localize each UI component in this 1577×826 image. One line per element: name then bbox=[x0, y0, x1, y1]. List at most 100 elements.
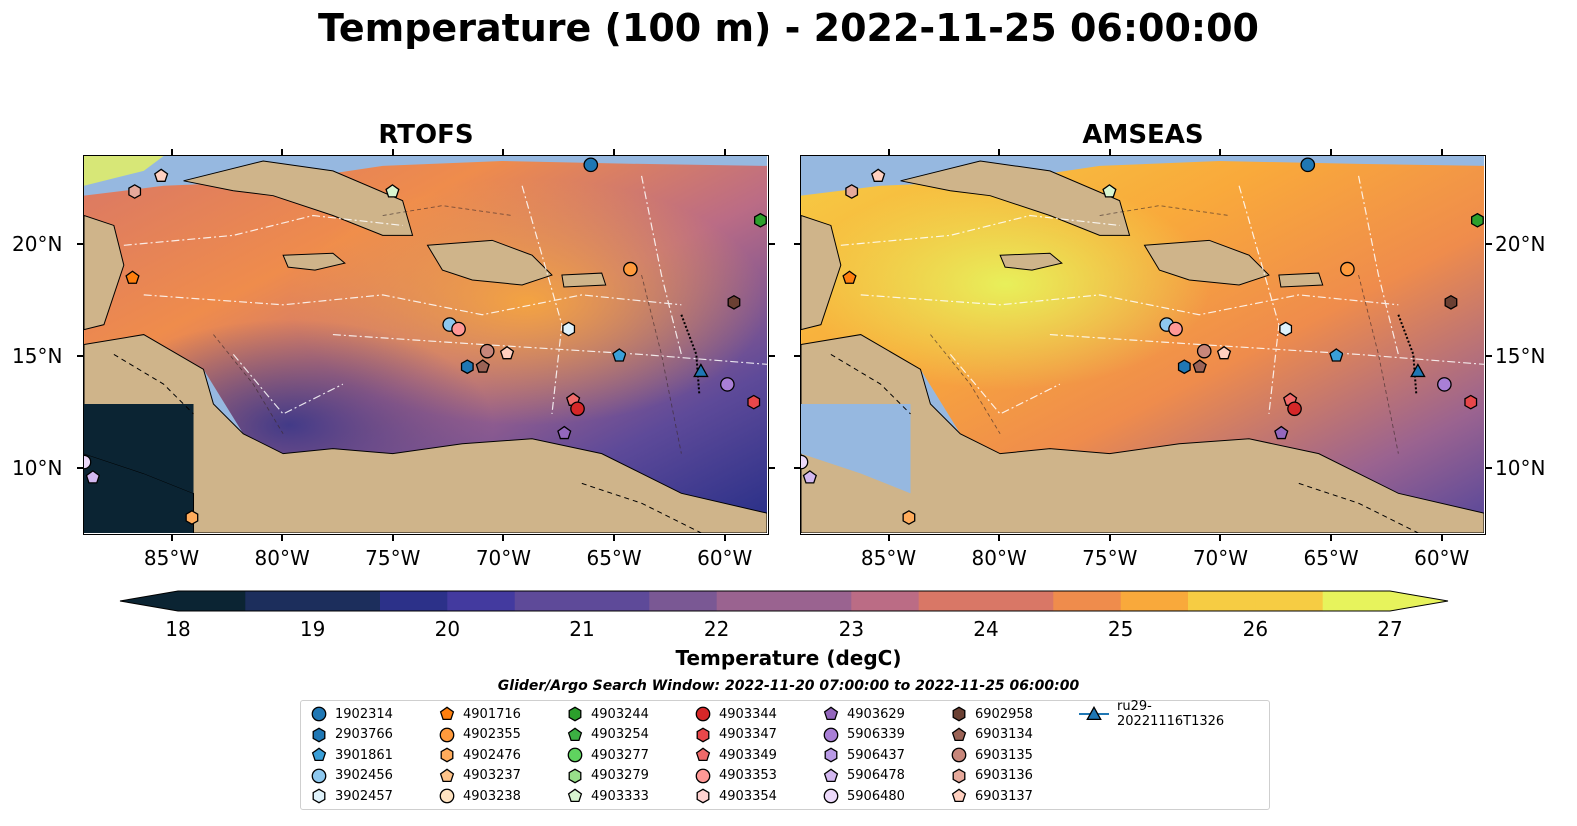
legend-marker-icon bbox=[952, 706, 966, 722]
colorbar-bin bbox=[716, 591, 785, 611]
legend-marker-icon bbox=[312, 727, 326, 742]
float-marker-6903137 bbox=[871, 168, 886, 182]
yucatan-land bbox=[84, 215, 125, 331]
lon-tick-label: 60°W bbox=[697, 546, 753, 570]
float-marker-6903137 bbox=[154, 168, 169, 182]
float-marker-6903134 bbox=[475, 359, 490, 373]
lon-tick-mark bbox=[391, 149, 394, 155]
legend-marker-icon bbox=[951, 726, 967, 741]
float-marker-4903629 bbox=[557, 425, 572, 440]
map-canvas-rtofs bbox=[84, 156, 767, 533]
legend-item-label: 3902456 bbox=[335, 768, 393, 783]
float-marker-6903136 bbox=[845, 184, 859, 199]
legend-item-label: 5906437 bbox=[847, 747, 905, 763]
colorbar-tick-label: 22 bbox=[703, 617, 730, 641]
colorbar-bin bbox=[649, 591, 718, 611]
colorbar-over-arrow bbox=[1390, 591, 1448, 611]
lon-tick-mark bbox=[1108, 149, 1111, 155]
float-marker-4903347 bbox=[747, 394, 761, 410]
lon-tick-mark bbox=[723, 535, 726, 541]
legend-item-label: 5906478 bbox=[847, 768, 905, 783]
lon-tick-mark bbox=[1440, 535, 1443, 541]
lat-tick-label: 15°N bbox=[1495, 344, 1546, 369]
colorbar-bin bbox=[380, 591, 448, 611]
lat-tick-mark bbox=[769, 355, 775, 358]
lon-tick-label: 70°W bbox=[1192, 546, 1249, 570]
float-marker-4903353 bbox=[451, 321, 466, 337]
colorbar-bin bbox=[1120, 591, 1189, 611]
colorbar-bin bbox=[851, 591, 920, 611]
legend-marker-icon bbox=[567, 726, 583, 741]
lat-tick-mark bbox=[77, 355, 83, 358]
colorbar-bin bbox=[1188, 591, 1256, 611]
legend-marker-icon bbox=[568, 768, 582, 783]
legend-item-label: 6903135 bbox=[975, 747, 1033, 763]
legend-item-label: 5906339 bbox=[847, 727, 905, 742]
legend-marker-icon bbox=[439, 788, 455, 804]
legend-item: 5906480 bbox=[823, 786, 905, 806]
legend-item: 4901716 bbox=[439, 704, 521, 724]
lat-tick-mark bbox=[1486, 466, 1492, 469]
lat-tick-label: 10°N bbox=[1495, 455, 1546, 480]
float-marker-4901716 bbox=[125, 270, 140, 284]
legend-item-label: 4903349 bbox=[719, 747, 777, 763]
legend-box: 1902314 2903766 3901861 3902456 3902457 49017… bbox=[300, 699, 1270, 810]
legend-item-label: 4903238 bbox=[463, 788, 521, 804]
colorbar bbox=[119, 590, 1449, 612]
legend-item-label: 4902476 bbox=[463, 747, 521, 763]
colorbar-bin bbox=[986, 591, 1054, 611]
legend-item-label: 4903277 bbox=[591, 747, 649, 763]
float-marker-ru29-20221116T1326 bbox=[693, 363, 709, 378]
legend-marker-icon bbox=[951, 747, 967, 763]
lon-tick-label: 80°W bbox=[254, 546, 310, 570]
lon-tick-label: 85°W bbox=[143, 546, 200, 570]
colorbar-bin bbox=[514, 591, 583, 611]
legend-marker-icon bbox=[695, 706, 711, 722]
colorbar-tick-label: 19 bbox=[299, 617, 326, 641]
legend-marker-icon bbox=[311, 768, 327, 783]
legend-item: 4903238 bbox=[439, 786, 521, 806]
lon-tick-mark bbox=[613, 535, 616, 541]
puerto-rico-land bbox=[561, 272, 607, 288]
lon-tick-label: 60°W bbox=[1414, 546, 1470, 570]
legend-item-label: 3902457 bbox=[335, 788, 393, 804]
legend-item-label: 4903629 bbox=[847, 706, 905, 722]
lat-tick-label: 15°N bbox=[12, 344, 63, 369]
legend-item: 6903136 bbox=[951, 766, 1033, 786]
legend-item-label: 5906480 bbox=[847, 788, 905, 804]
legend-item: 4903277 bbox=[567, 745, 649, 765]
float-marker-5906478 bbox=[85, 470, 100, 484]
search-window-subtitle: Glider/Argo Search Window: 2022-11-20 07… bbox=[497, 678, 1080, 694]
float-marker-1902314 bbox=[583, 157, 599, 173]
cuba-land bbox=[900, 160, 1131, 236]
legend-item-label: 6902958 bbox=[975, 706, 1033, 722]
legend-marker-icon bbox=[824, 747, 838, 763]
hispaniola-land bbox=[1143, 239, 1270, 286]
legend-marker-icon bbox=[951, 788, 967, 803]
float-marker-6903135 bbox=[1196, 343, 1212, 359]
lat-tick-mark bbox=[794, 466, 800, 469]
lon-tick-mark bbox=[391, 535, 394, 541]
political-borders bbox=[113, 353, 702, 533]
float-marker-2903766 bbox=[460, 359, 474, 375]
lon-tick-mark bbox=[170, 535, 173, 541]
colorbar-bin bbox=[1255, 591, 1324, 611]
map-title-amseas: AMSEAS bbox=[1082, 120, 1204, 150]
legend-item: 6903137 bbox=[951, 786, 1033, 806]
legend-item-label: 4902355 bbox=[463, 727, 521, 742]
colorbar-bin bbox=[178, 591, 246, 611]
lon-tick-label: 65°W bbox=[586, 546, 642, 570]
legend-item: 4903254 bbox=[567, 725, 649, 745]
colorbar-tick-label: 23 bbox=[838, 617, 865, 641]
legend-marker-icon bbox=[312, 788, 326, 804]
legend-item: 4903237 bbox=[439, 766, 521, 786]
legend-item: 4902476 bbox=[439, 745, 521, 765]
lon-tick-label: 65°W bbox=[1303, 546, 1359, 570]
legend-item-label: 4903244 bbox=[591, 706, 649, 722]
float-marker-4903344 bbox=[570, 401, 585, 417]
eez-boundaries bbox=[123, 175, 767, 415]
float-marker-5906339 bbox=[720, 377, 735, 392]
lon-tick-label: 75°W bbox=[1082, 546, 1138, 570]
legend-item-label: ru29-20221116T1326 bbox=[1117, 699, 1225, 729]
legend-item: 3902456 bbox=[311, 766, 393, 786]
